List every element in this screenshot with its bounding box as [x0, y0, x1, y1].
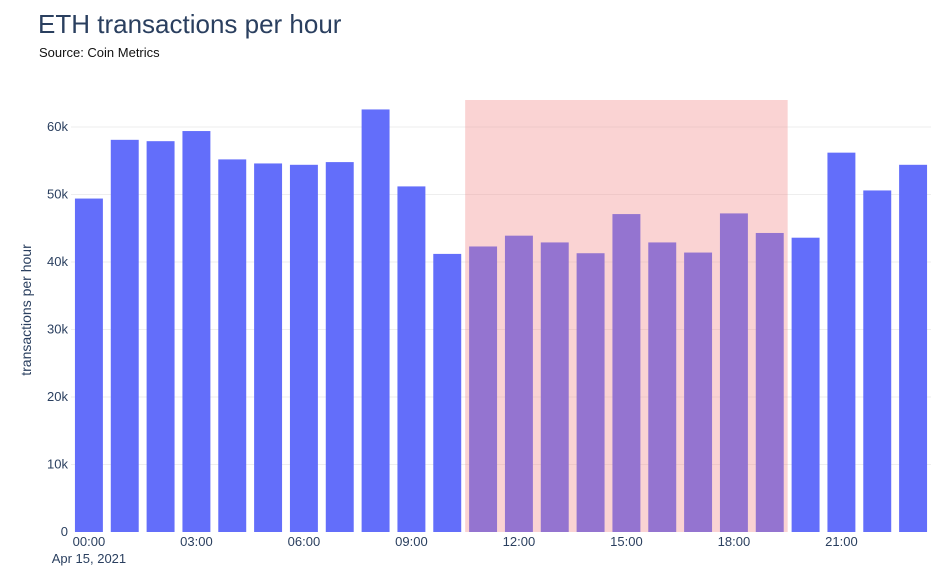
- chart-subtitle: Source: Coin Metrics: [39, 45, 160, 60]
- x-axis-ticks: 00:00 Apr 15, 2021 03:00 06:00 09:00 12:00 15:…: [52, 534, 858, 566]
- x-tick-label: 15:00: [610, 534, 643, 549]
- x-tick-label: 00:00: [73, 534, 106, 549]
- bar-2100: [827, 152, 856, 532]
- bar-0100: [110, 139, 139, 532]
- highlight-region: [465, 100, 788, 532]
- y-tick-label: 30k: [47, 322, 68, 337]
- bar-1900: [755, 232, 784, 532]
- bar-2200: [863, 190, 892, 532]
- chart-title: ETH transactions per hour: [38, 9, 342, 39]
- x-tick-label: 03:00: [180, 534, 213, 549]
- bar-1100: [469, 246, 498, 532]
- y-axis-title: transactions per hour: [18, 244, 34, 376]
- x-tick-label: 09:00: [395, 534, 428, 549]
- x-tick-label: 06:00: [288, 534, 321, 549]
- y-tick-label: 20k: [47, 389, 68, 404]
- bar-0700: [325, 162, 354, 532]
- bar-0000: [74, 198, 103, 533]
- bar-1200: [504, 235, 533, 533]
- bar-2300: [899, 164, 928, 533]
- bar-1400: [576, 253, 605, 532]
- y-tick-label: 60k: [47, 119, 68, 134]
- bars: [74, 109, 928, 533]
- bar-0200: [146, 141, 175, 533]
- gridlines: [71, 126, 931, 465]
- bar-0800: [361, 109, 390, 532]
- y-axis-ticks: 0 10k 20k 30k 40k 50k 60k: [47, 119, 68, 539]
- bar-1600: [648, 242, 677, 533]
- bar-2000: [791, 237, 820, 532]
- bar-0300: [182, 131, 211, 533]
- bar-1700: [684, 252, 713, 533]
- highlight-rect: [465, 100, 788, 532]
- bar-1000: [433, 253, 462, 532]
- bar-1800: [719, 213, 748, 532]
- x-tick-sublabel: Apr 15, 2021: [52, 551, 126, 566]
- y-tick-label: 10k: [47, 457, 68, 472]
- y-tick-label: 0: [61, 524, 68, 539]
- bar-0400: [218, 159, 247, 532]
- y-tick-label: 50k: [47, 187, 68, 202]
- bar-1500: [612, 214, 641, 532]
- x-tick-label: 18:00: [718, 534, 751, 549]
- bar-1300: [540, 242, 569, 533]
- bar-0500: [254, 163, 283, 532]
- x-tick-label: 21:00: [825, 534, 858, 549]
- x-tick-label: 12:00: [503, 534, 536, 549]
- y-tick-label: 40k: [47, 254, 68, 269]
- bar-0900: [397, 186, 426, 532]
- bar-0600: [289, 164, 318, 533]
